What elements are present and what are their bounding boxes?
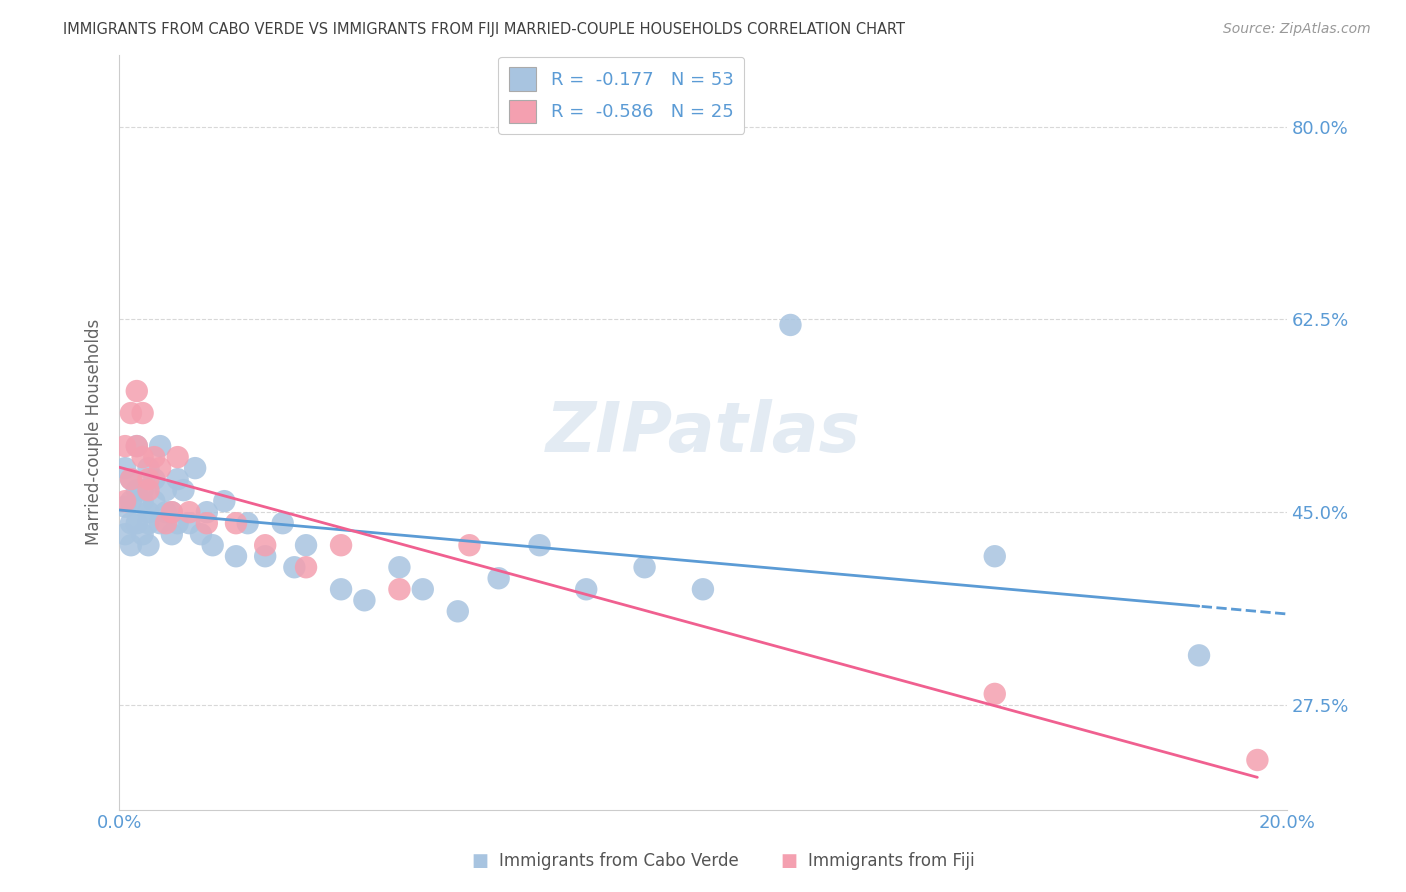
- Point: [155, 483, 177, 498]
- Point: [388, 560, 411, 574]
- Point: [166, 450, 188, 464]
- Point: [160, 527, 183, 541]
- Point: [1246, 753, 1268, 767]
- Point: [120, 472, 142, 486]
- Point: [458, 538, 481, 552]
- Text: ZIPatlas: ZIPatlas: [546, 399, 860, 466]
- Point: [114, 527, 136, 541]
- Point: [283, 560, 305, 574]
- Point: [295, 538, 318, 552]
- Point: [125, 384, 148, 398]
- Point: [779, 318, 801, 332]
- Point: [143, 494, 166, 508]
- Point: [125, 483, 148, 498]
- Point: [1188, 648, 1211, 663]
- Point: [201, 538, 224, 552]
- Point: [190, 527, 212, 541]
- Point: [131, 494, 153, 508]
- Point: [984, 549, 1007, 564]
- Point: [114, 494, 136, 508]
- Point: [138, 516, 160, 531]
- Point: [195, 516, 218, 531]
- Point: [330, 582, 353, 597]
- Point: [138, 483, 160, 498]
- Point: [149, 439, 172, 453]
- Point: [160, 505, 183, 519]
- Point: [984, 687, 1007, 701]
- Point: [114, 439, 136, 453]
- Point: [131, 450, 153, 464]
- Point: [225, 516, 247, 531]
- Legend: R =  -0.177   N = 53, R =  -0.586   N = 25: R = -0.177 N = 53, R = -0.586 N = 25: [498, 56, 744, 134]
- Point: [271, 516, 294, 531]
- Point: [254, 549, 277, 564]
- Point: [138, 538, 160, 552]
- Text: IMMIGRANTS FROM CABO VERDE VS IMMIGRANTS FROM FIJI MARRIED-COUPLE HOUSEHOLDS COR: IMMIGRANTS FROM CABO VERDE VS IMMIGRANTS…: [63, 22, 905, 37]
- Point: [172, 483, 194, 498]
- Point: [692, 582, 714, 597]
- Point: [166, 516, 188, 531]
- Point: [120, 406, 142, 420]
- Point: [120, 494, 142, 508]
- Point: [131, 406, 153, 420]
- Point: [295, 560, 318, 574]
- Point: [143, 450, 166, 464]
- Point: [120, 538, 142, 552]
- Point: [447, 604, 470, 618]
- Point: [138, 472, 160, 486]
- Y-axis label: Married-couple Households: Married-couple Households: [86, 319, 103, 546]
- Point: [575, 582, 598, 597]
- Point: [149, 516, 172, 531]
- Point: [412, 582, 434, 597]
- Point: [179, 516, 201, 531]
- Point: [131, 527, 153, 541]
- Point: [388, 582, 411, 597]
- Point: [138, 461, 160, 475]
- Text: Immigrants from Cabo Verde: Immigrants from Cabo Verde: [499, 852, 740, 870]
- Text: Immigrants from Fiji: Immigrants from Fiji: [808, 852, 976, 870]
- Point: [633, 560, 655, 574]
- Point: [254, 538, 277, 552]
- Point: [529, 538, 551, 552]
- Point: [155, 505, 177, 519]
- Point: [138, 505, 160, 519]
- Text: Source: ZipAtlas.com: Source: ZipAtlas.com: [1223, 22, 1371, 37]
- Point: [353, 593, 375, 607]
- Point: [214, 494, 236, 508]
- Point: [225, 549, 247, 564]
- Point: [155, 516, 177, 531]
- Text: ■: ■: [471, 852, 488, 870]
- Point: [195, 505, 218, 519]
- Point: [236, 516, 259, 531]
- Point: [184, 461, 207, 475]
- Point: [179, 505, 201, 519]
- Point: [114, 461, 136, 475]
- Point: [125, 516, 148, 531]
- Point: [114, 500, 136, 514]
- Point: [330, 538, 353, 552]
- Text: ■: ■: [780, 852, 797, 870]
- Point: [166, 472, 188, 486]
- Point: [120, 472, 142, 486]
- Point: [160, 505, 183, 519]
- Point: [143, 472, 166, 486]
- Point: [125, 439, 148, 453]
- Point: [149, 461, 172, 475]
- Point: [125, 439, 148, 453]
- Point: [488, 571, 510, 585]
- Point: [131, 483, 153, 498]
- Point: [120, 516, 142, 531]
